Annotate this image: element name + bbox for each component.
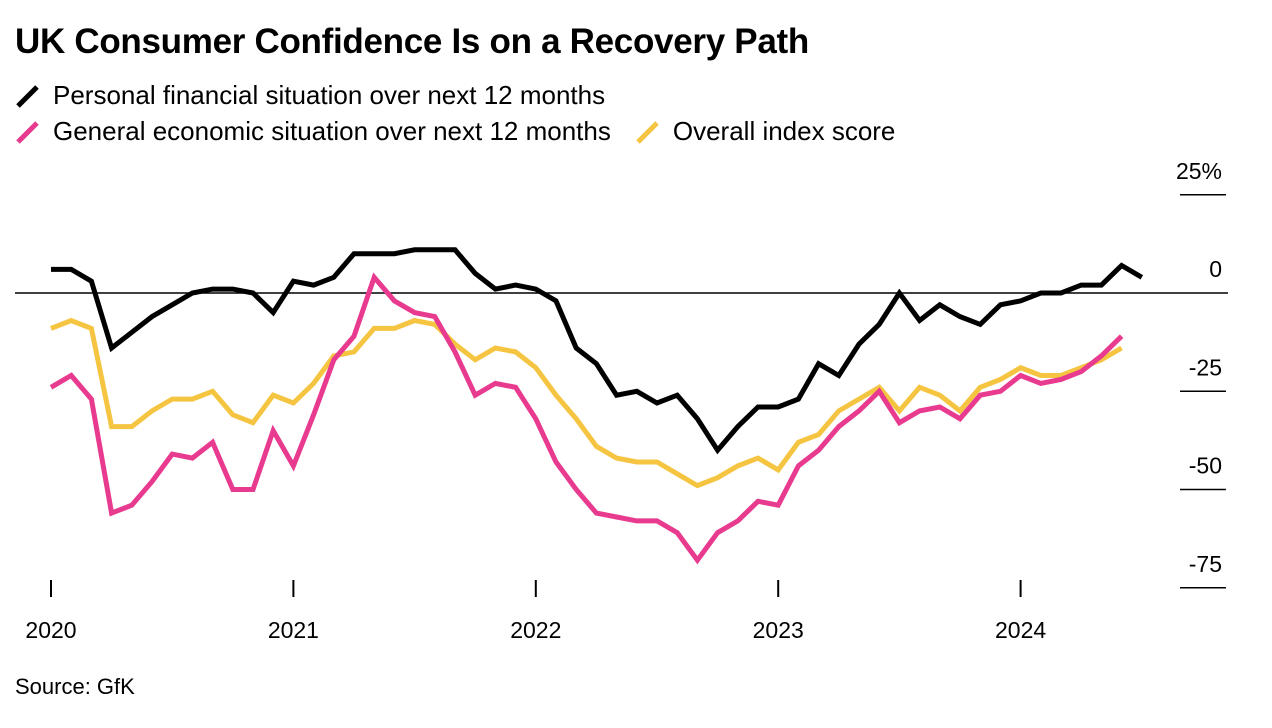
legend-label-general: General economic situation over next 12 …: [53, 116, 611, 146]
y-tick-label: 0: [1209, 256, 1222, 282]
legend-swatch-general-icon: [16, 120, 39, 144]
legend-label-personal: Personal financial situation over next 1…: [53, 80, 606, 110]
legend-item-general: General economic situation over next 12 …: [15, 116, 611, 147]
legend-row-1: Personal financial situation over next 1…: [15, 80, 629, 111]
y-tick-label: -75: [1189, 551, 1222, 577]
chart-title: UK Consumer Confidence Is on a Recovery …: [15, 22, 809, 61]
x-tick-label: 2023: [753, 617, 804, 643]
x-tick-label: 2024: [995, 617, 1046, 643]
x-tick-label: 2021: [268, 617, 319, 643]
legend-swatch-overall-icon: [636, 120, 659, 144]
legend-swatch-personal-icon: [16, 84, 39, 108]
y-tick-label: -25: [1189, 354, 1222, 380]
series-line-overall: [50, 317, 1123, 489]
series-line-personal: [51, 247, 1144, 455]
x-tick-label: 2020: [25, 617, 76, 643]
y-tick-label: -50: [1189, 453, 1222, 479]
series-line-general: [49, 272, 1124, 565]
legend-label-overall: Overall index score: [672, 116, 896, 146]
x-tick-label: 2022: [510, 617, 561, 643]
legend-item-overall: Overall index score: [635, 116, 896, 147]
legend-row-2: General economic situation over next 12 …: [15, 116, 919, 147]
legend-item-personal: Personal financial situation over next 1…: [15, 80, 605, 111]
source-note: Source: GfK: [15, 674, 135, 699]
y-tick-label: 25%: [1176, 158, 1222, 184]
